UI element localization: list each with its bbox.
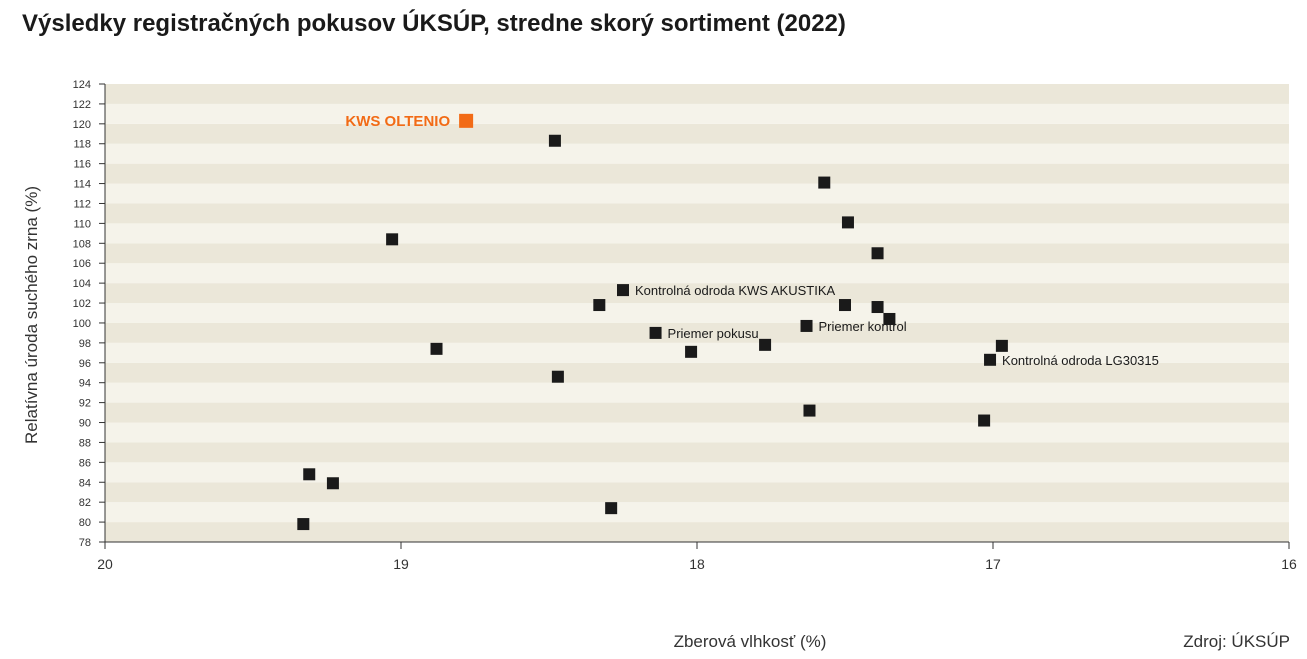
x-tick-label: 17 [985, 556, 1001, 572]
data-point [605, 502, 618, 515]
y-tick-label: 80 [79, 517, 91, 529]
y-tick-label: 94 [79, 378, 91, 390]
data-point [800, 319, 813, 332]
data-point [551, 370, 564, 383]
grid-band [105, 163, 1289, 184]
data-point [883, 312, 896, 325]
y-tick-label: 78 [79, 537, 91, 549]
grid-band [105, 382, 1289, 403]
point-labels: Kontrolná odroda KWS AKUSTIKA Priemer pok… [345, 113, 1158, 368]
data-point [871, 301, 884, 314]
y-axis-ticks: 78 80 82 84 86 88 90 92 94 96 98 100 102 104 106 108 110… [73, 79, 105, 549]
y-tick-label: 108 [73, 238, 91, 250]
y-tick-label: 102 [73, 298, 91, 310]
grid-band [105, 283, 1289, 304]
point-label: Kontrolná odroda LG30315 [1002, 353, 1159, 368]
y-tick-label: 90 [79, 418, 91, 430]
data-point [803, 404, 816, 417]
data-point [759, 338, 772, 351]
grid-band [105, 462, 1289, 483]
data-points [297, 113, 1008, 531]
x-axis-title: Zberová vlhkosť (%) [673, 632, 827, 651]
y-tick-label: 120 [73, 119, 91, 131]
point-label: Kontrolná odroda KWS AKUSTIKA [635, 283, 835, 298]
data-point [685, 345, 698, 358]
highlight-label: KWS OLTENIO [345, 113, 450, 130]
data-point [430, 342, 443, 355]
x-axis-ticks: 20 19 18 17 16 [97, 542, 1297, 572]
x-tick-label: 19 [393, 556, 409, 572]
grid-band [105, 203, 1289, 224]
grid-band [105, 183, 1289, 204]
grid-band [105, 84, 1289, 104]
y-tick-label: 122 [73, 99, 91, 111]
grid-band [105, 223, 1289, 244]
point-label: Priemer kontrol [819, 319, 907, 334]
point-label: Priemer pokusu [668, 326, 759, 341]
data-point [984, 353, 997, 366]
y-tick-label: 106 [73, 258, 91, 270]
data-point [995, 339, 1008, 352]
y-tick-label: 118 [73, 139, 91, 151]
grid-band [105, 243, 1289, 264]
data-point [326, 477, 339, 490]
highlight-point [459, 113, 474, 128]
data-point [871, 247, 884, 260]
x-tick-label: 20 [97, 556, 113, 572]
y-tick-label: 110 [73, 218, 91, 230]
data-point [548, 134, 561, 147]
grid-band [105, 402, 1289, 423]
source-note: Zdroj: ÚKSÚP [1183, 632, 1290, 651]
grid-band [105, 123, 1289, 144]
grid-band [105, 103, 1289, 124]
data-point [593, 299, 606, 312]
chart-title: Výsledky registračných pokusov ÚKSÚP, st… [22, 10, 846, 37]
data-point [841, 216, 854, 229]
grid-band [105, 482, 1289, 503]
y-tick-label: 96 [79, 358, 91, 370]
grid-band [105, 502, 1289, 523]
y-tick-label: 124 [73, 79, 91, 91]
grid-band [105, 143, 1289, 164]
y-tick-label: 114 [73, 179, 91, 191]
grid-band [105, 322, 1289, 343]
y-tick-label: 104 [73, 278, 91, 290]
data-point [303, 468, 316, 481]
y-tick-label: 84 [79, 477, 91, 489]
y-tick-label: 116 [73, 159, 91, 171]
y-tick-label: 82 [79, 497, 91, 509]
y-axis-title: Relatívna úroda suchého zrna (%) [22, 186, 41, 444]
data-point [617, 284, 629, 297]
y-tick-label: 112 [73, 198, 91, 210]
y-tick-label: 92 [79, 398, 91, 410]
grid-band [105, 522, 1289, 542]
grid-band [105, 442, 1289, 463]
y-tick-label: 88 [79, 437, 91, 449]
data-point [818, 176, 831, 189]
x-tick-label: 18 [689, 556, 705, 572]
data-point [649, 326, 662, 339]
plot-background-bands [105, 84, 1289, 542]
y-tick-label: 86 [79, 457, 91, 469]
x-tick-label: 16 [1281, 556, 1297, 572]
data-point [297, 518, 310, 531]
grid-band [105, 263, 1289, 284]
y-tick-label: 98 [79, 338, 91, 350]
grid-band [105, 422, 1289, 443]
data-point [839, 299, 851, 312]
grid-band [105, 303, 1289, 323]
grid-band [105, 362, 1289, 383]
data-point [386, 233, 399, 246]
data-point [978, 414, 991, 427]
y-tick-label: 100 [73, 318, 91, 330]
